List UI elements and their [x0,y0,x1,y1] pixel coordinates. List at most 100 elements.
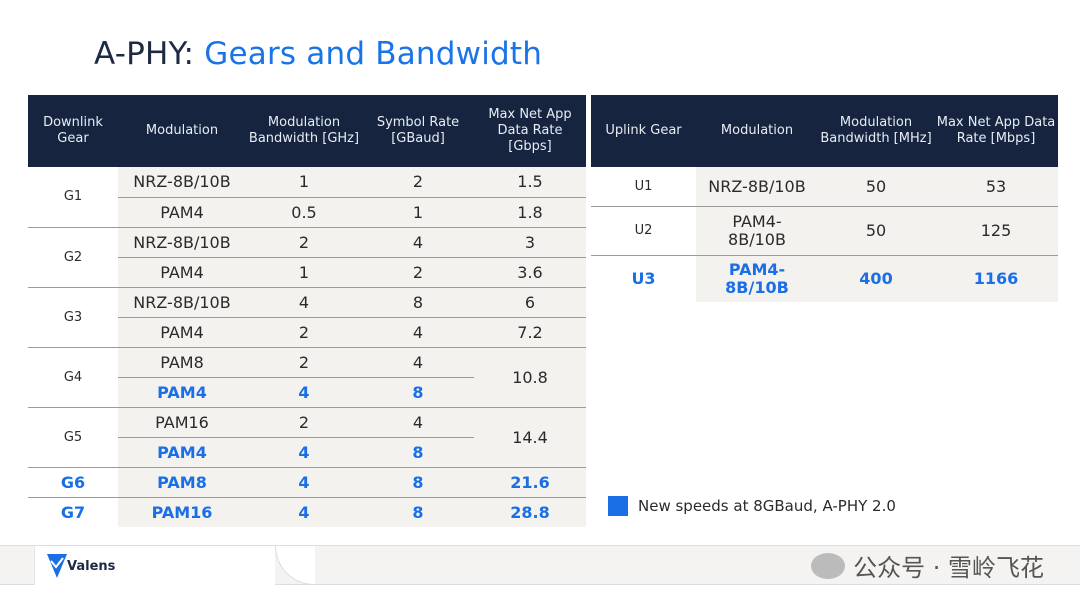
uplink-table: Uplink Gear Modulation Modulation Bandwi… [591,95,1058,302]
mod-cell: PAM16 [118,406,246,437]
table-row: U1 NRZ-8B/10B 50 53 [591,167,1058,206]
sr-cell: 4 [362,316,474,347]
gear-cell: G5 [28,406,118,467]
sr-cell: 2 [362,167,474,197]
table-row: PAM4 1 2 3.6 [28,256,586,287]
watermark-text: 公众号 · 雪岭飞花 [853,554,1044,582]
bw-cell: 0.5 [246,196,362,227]
rate-cell: 1166 [934,254,1058,302]
sr-cell: 8 [362,466,474,497]
wechat-icon [811,552,846,579]
logo-text: Valens [67,558,116,574]
bw-cell: 1 [246,256,362,287]
table-row: G6 PAM8 4 8 21.6 [28,466,586,497]
sr-cell: 4 [362,226,474,257]
header-cell: Downlink Gear [28,95,118,167]
sr-cell: 8 [362,376,474,407]
bw-cell: 4 [246,436,362,467]
bw-cell: 4 [246,376,362,407]
table-row: U3 PAM4-8B/10B 400 1166 [591,254,1058,302]
header-cell: Max Net App Data Rate [Gbps] [474,95,586,167]
logo-area: Valens [34,546,275,585]
bw-cell: 400 [818,254,934,302]
mod-cell: PAM4 [118,196,246,227]
gear-cell: G3 [28,286,118,347]
table-row: PAM4 4 8 [28,376,586,407]
rate-cell: 21.6 [474,466,586,497]
header-cell: Max Net App Data Rate [Mbps] [934,95,1058,167]
bw-cell: 2 [246,406,362,437]
rate-cell: 14.4 [474,406,586,467]
table-row: PAM4 4 8 [28,436,586,467]
sr-cell: 1 [362,196,474,227]
header-cell: Modulation [696,95,818,167]
table-row: G4 PAM8 2 4 10.8 [28,346,586,407]
bw-cell: 50 [818,205,934,255]
sr-cell: 8 [362,286,474,317]
sr-cell: 4 [362,406,474,437]
valens-logo: Valens [47,554,115,578]
header-cell: Symbol Rate [GBaud] [362,95,474,167]
rate-cell: 7.2 [474,316,586,347]
mod-cell: PAM4-8B/10B [696,254,818,302]
header-cell: Uplink Gear [591,95,696,167]
rate-cell: 125 [934,205,1058,255]
bw-cell: 1 [246,167,362,197]
mod-cell: NRZ-8B/10B [118,226,246,257]
mod-cell: PAM4 [118,316,246,347]
table-row: U2 PAM4-8B/10B 50 125 [591,205,1058,255]
rate-cell: 53 [934,167,1058,206]
mod-cell: NRZ-8B/10B [118,286,246,317]
bw-cell: 4 [246,496,362,527]
bw-cell: 50 [818,167,934,206]
mod-cell: NRZ-8B/10B [696,167,818,206]
mod-cell: NRZ-8B/10B [118,167,246,197]
header-cell: Modulation Bandwidth [MHz] [818,95,934,167]
rate-cell: 1.5 [474,167,586,197]
title-prefix: A-PHY: [94,36,195,72]
page-title: A-PHY: Gears and Bandwidth [94,36,542,72]
table-row: PAM4 2 4 7.2 [28,316,586,347]
mod-cell: PAM4-8B/10B [696,205,818,255]
mod-cell: PAM16 [118,496,246,527]
mod-cell: PAM8 [118,346,246,377]
bw-cell: 4 [246,286,362,317]
header-cell: Modulation Bandwidth [GHz] [246,95,362,167]
rate-cell: 10.8 [474,346,586,407]
footer: Valens [0,545,1080,585]
bw-cell: 4 [246,466,362,497]
valens-logo-icon [47,554,67,578]
rate-cell: 1.8 [474,196,586,227]
gear-cell: U1 [591,167,696,206]
rate-cell: 3.6 [474,256,586,287]
bw-cell: 2 [246,346,362,377]
rate-cell: 3 [474,226,586,257]
gear-cell: G6 [28,466,118,497]
rate-cell: 6 [474,286,586,317]
sr-cell: 8 [362,496,474,527]
sr-cell: 8 [362,436,474,467]
gear-cell: G2 [28,226,118,287]
mod-cell: PAM4 [118,256,246,287]
legend: New speeds at 8GBaud, A-PHY 2.0 [608,496,896,516]
mod-cell: PAM8 [118,466,246,497]
downlink-table: Downlink Gear Modulation Modulation Band… [28,95,586,527]
gear-cell: G7 [28,496,118,527]
sr-cell: 2 [362,256,474,287]
table-row: G7 PAM16 4 8 28.8 [28,496,586,527]
mod-cell: PAM4 [118,436,246,467]
rate-cell: 28.8 [474,496,586,527]
table-row: G3 NRZ-8B/10B 4 8 6 [28,286,586,347]
legend-swatch [608,496,628,516]
title-highlight: Gears and Bandwidth [204,36,543,72]
legend-label: New speeds at 8GBaud, A-PHY 2.0 [638,497,896,515]
header-cell: Modulation [118,95,246,167]
bw-cell: 2 [246,226,362,257]
watermark: 公众号 · 雪岭飞花 [811,548,1044,583]
table-row: G2 NRZ-8B/10B 2 4 3 [28,226,586,287]
bw-cell: 2 [246,316,362,347]
footer-curve [275,546,315,585]
table-row: G5 PAM16 2 4 14.4 [28,406,586,467]
gear-cell: U2 [591,205,696,255]
sr-cell: 4 [362,346,474,377]
